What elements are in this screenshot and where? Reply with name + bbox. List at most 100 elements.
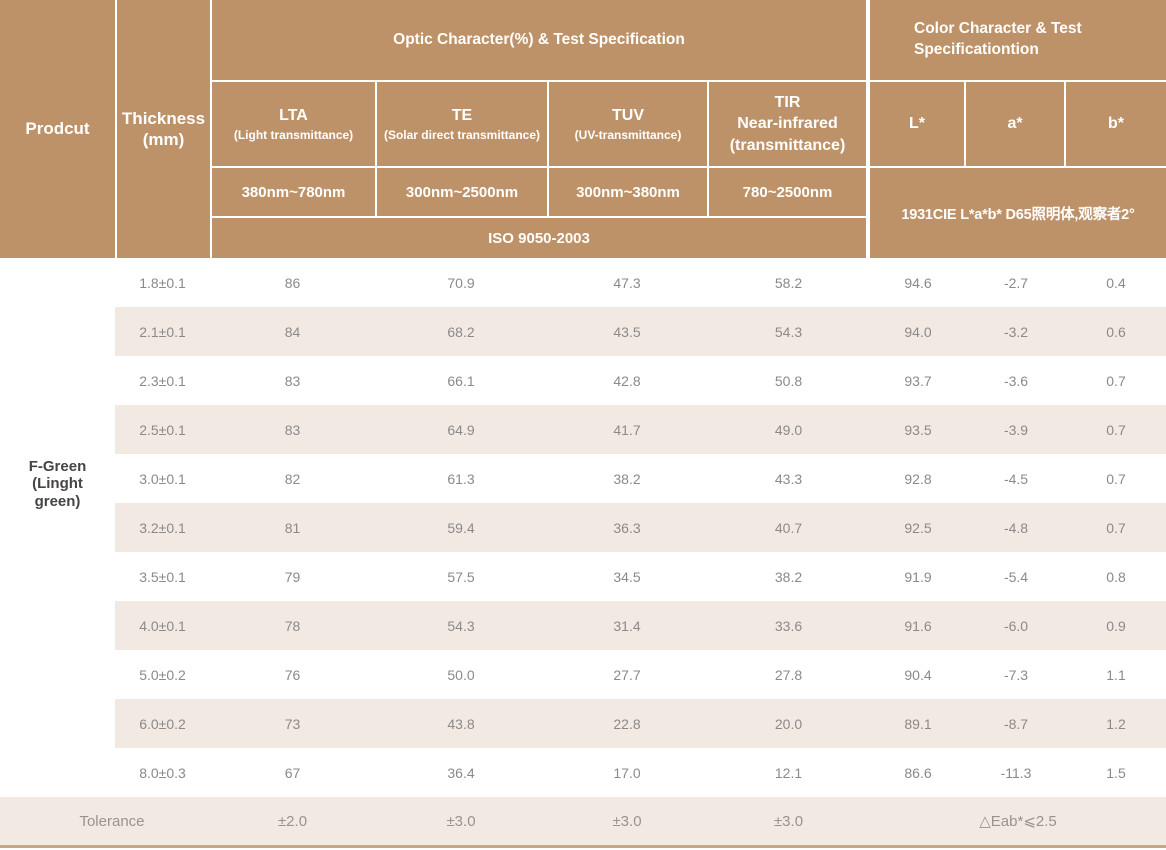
table-row: 4.0±0.1 78 54.3 31.4 33.6 91.6 -6.0 0.9 [0,601,1166,650]
value-cell: 22.8 [547,699,707,748]
value-cell: 50.0 [447,666,475,683]
tir-column-header: TIR Near-infrared (transmittance) [709,82,866,166]
bstar-column-header: b* [1066,82,1166,166]
thickness-cell: 2.3±0.1 [139,372,186,389]
lta-column-header: LTA (Light transmittance) [212,82,375,166]
color-group-header: Color Character & Test Specificationtion [870,0,1166,80]
tolerance-value-tuv: ±3.0 [612,812,642,830]
value-cell: 91.9 [904,568,932,585]
product-column-spacer [0,454,115,503]
value-cell: 43.8 [375,699,547,748]
value-cell: 47.3 [613,274,641,291]
value-cell: -11.3 [1000,764,1032,781]
value-cell: 27.8 [774,666,803,683]
thickness-cell: 3.0±0.1 [139,470,186,487]
value-cell: 31.4 [547,601,707,650]
value-cell: 59.4 [375,503,547,552]
table-row: 5.0±0.2 76 50.0 27.7 27.8 90.4 -7.3 1.1 [0,650,1166,699]
value-cell: 93.7 [904,372,932,389]
tolerance-value-color: △Eab*⩽2.5 [979,813,1057,830]
value-cell: 12.1 [774,764,803,781]
value-cell: 84 [210,307,375,356]
value-cell: 94.0 [870,307,966,356]
thickness-cell: 5.0±0.2 [139,666,186,683]
tuv-subtitle: (UV-transmittance) [574,127,682,142]
value-cell: 83 [210,405,375,454]
product-column-spacer [0,307,115,356]
table-row: 2.5±0.1 83 64.9 41.7 49.0 93.5 -3.9 0.7 [0,405,1166,454]
value-cell: 33.6 [707,601,870,650]
value-cell: 86.6 [904,764,932,781]
lstar-title: L* [909,115,925,133]
value-cell: 43.3 [774,470,803,487]
value-cell: 1.5 [1106,764,1126,781]
product-column-spacer [0,699,115,748]
value-cell: 64.9 [375,405,547,454]
thickness-cell: 4.0±0.1 [115,601,210,650]
value-cell: 82 [284,470,301,487]
value-cell: 67 [284,764,301,781]
value-cell: -7.3 [1003,666,1029,683]
product-column-spacer [0,258,115,307]
tolerance-value-te: ±3.0 [446,812,476,830]
thickness-cell: 3.5±0.1 [139,568,186,585]
value-cell: -2.7 [1003,274,1029,291]
product-column-spacer [0,552,115,601]
value-cell: 38.2 [613,470,641,487]
product-column-spacer [0,405,115,454]
bottom-border [0,845,1166,848]
product-column-spacer [0,650,115,699]
value-cell: 61.3 [447,470,475,487]
lta-title: LTA [279,107,308,125]
thickness-cell: 6.0±0.2 [115,699,210,748]
value-cell: 54.3 [375,601,547,650]
value-cell: 27.7 [613,666,641,683]
value-cell: -8.7 [966,699,1066,748]
table-row: 2.1±0.1 84 68.2 43.5 54.3 94.0 -3.2 0.6 [0,307,1166,356]
color-standard-cell: 1931CIE L*a*b* D65照明体,观察者2° [870,168,1166,258]
tolerance-value-lta: ±2.0 [277,812,308,830]
value-cell: -3.6 [1003,372,1029,389]
value-cell: -4.5 [1003,470,1029,487]
value-cell: 0.4 [1106,274,1126,291]
value-cell: -4.8 [966,503,1066,552]
value-cell: 0.7 [1066,405,1166,454]
value-cell: 73 [210,699,375,748]
value-cell: 76 [284,666,301,683]
value-cell: 0.7 [1106,470,1126,487]
value-cell: 34.5 [613,568,641,585]
value-cell: 92.8 [904,470,932,487]
value-cell: -3.9 [966,405,1066,454]
thickness-cell: 2.5±0.1 [115,405,210,454]
tolerance-value-tir: ±3.0 [773,812,804,830]
value-cell: 36.3 [547,503,707,552]
color-column-headers: L* a* b* [870,82,1166,166]
te-title: TE [451,107,473,125]
tir-range: 780~2500nm [709,168,866,216]
value-cell: 54.3 [707,307,870,356]
table-row: 8.0±0.3 67 36.4 17.0 12.1 86.6 -11.3 1.5 [0,748,1166,797]
value-cell: 0.9 [1066,601,1166,650]
value-cell: 93.5 [870,405,966,454]
value-cell: 0.7 [1066,503,1166,552]
table-row: 6.0±0.2 73 43.8 22.8 20.0 89.1 -8.7 1.2 [0,699,1166,748]
value-cell: 90.4 [904,666,932,683]
tolerance-row: Tolerance ±2.0 ±3.0 ±3.0 ±3.0 △Eab*⩽2.5 [0,797,1166,845]
value-cell: 41.7 [547,405,707,454]
value-cell: 0.6 [1066,307,1166,356]
te-subtitle: (Solar direct transmittance) [383,127,541,142]
optic-standard-cell: ISO 9050-2003 [212,218,866,258]
value-cell: -5.4 [1003,568,1029,585]
table-row: 2.3±0.1 83 66.1 42.8 50.8 93.7 -3.6 0.7 [0,356,1166,405]
value-cell: -3.2 [966,307,1066,356]
lta-subtitle: (Light transmittance) [233,127,354,142]
value-cell: 1.1 [1106,666,1126,683]
tolerance-label: Tolerance [79,812,145,830]
value-cell: -6.0 [966,601,1066,650]
color-section-header: Color Character & Test Specificationtion… [870,0,1166,258]
tuv-column-header: TUV (UV-transmittance) [549,82,707,166]
value-cell: 49.0 [707,405,870,454]
table-row: 1.8±0.1 86 70.9 47.3 58.2 94.6 -2.7 0.4 [0,258,1166,307]
value-cell: 17.0 [613,764,641,781]
